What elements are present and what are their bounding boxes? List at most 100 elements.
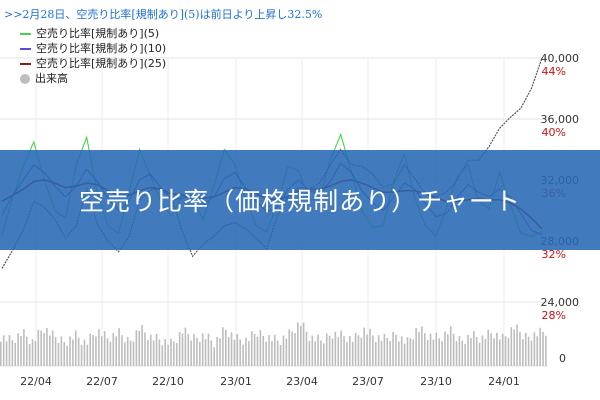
volume-bar (222, 327, 224, 366)
volume-bar (498, 339, 501, 366)
volume-bar (392, 331, 394, 366)
volume-bar (190, 340, 192, 366)
volume-bar (210, 340, 213, 366)
volume-bar (432, 339, 435, 366)
volume-bar (337, 337, 340, 366)
volume-bar (317, 334, 319, 366)
volume-bar (63, 342, 66, 366)
volume-bar (106, 338, 109, 366)
volume-bar (403, 343, 406, 366)
volume-bar (501, 333, 504, 366)
volume-bar (363, 327, 366, 366)
volume-bar (354, 332, 357, 366)
volume-bar (279, 344, 282, 366)
legend-item-ma5: 空売り比率[規制あり](5) (20, 26, 166, 41)
volume-bar (92, 335, 94, 366)
volume-bar (496, 332, 498, 366)
price-tick-label: 40,000 (541, 52, 580, 65)
volume-bar (484, 338, 487, 366)
volume-bar (103, 331, 106, 366)
ratio-tick-label: 44% (542, 65, 566, 78)
volume-bar (265, 341, 267, 366)
volume-bar (201, 333, 204, 366)
x-tick-label: 23/04 (286, 375, 318, 388)
volume-bar (268, 335, 270, 366)
volume-bar (144, 332, 146, 366)
volume-bar (351, 341, 354, 366)
volume-bar (331, 338, 334, 366)
volume-bar (423, 333, 426, 366)
volume-bar (66, 345, 68, 366)
volume-bar (467, 334, 469, 366)
volume-bar (20, 336, 22, 366)
volume-bar (325, 333, 328, 366)
volume-bar (320, 340, 322, 366)
volume-bar (83, 339, 86, 366)
volume-bar (49, 335, 51, 366)
volume-bar (441, 341, 443, 366)
volume-bar (308, 340, 311, 366)
volume-bar (458, 335, 461, 366)
headline-link[interactable]: >>2月28日、空売り比率[規制あり](5)は前日より上昇し32.5% (4, 8, 323, 21)
volume-bar (216, 336, 218, 366)
volume-bar (262, 335, 265, 366)
volume-bar (167, 345, 169, 366)
volume-bar (193, 333, 195, 366)
legend-item-ma10: 空売り比率[規制あり](10) (20, 41, 166, 56)
volume-bar (334, 331, 337, 366)
volume-bar (60, 336, 63, 366)
volume-bar (14, 342, 17, 366)
volume-bar (271, 341, 273, 366)
volume-bar (282, 335, 285, 366)
volume-bar (311, 335, 314, 366)
volume-bar (507, 338, 510, 366)
volume-bar (256, 336, 259, 366)
volume-bar (302, 322, 305, 366)
volume-bar (435, 332, 438, 366)
x-tick-label: 22/04 (20, 375, 52, 388)
volume-bar (11, 340, 14, 366)
volume-bar (199, 341, 201, 366)
ratio-tick-label: 40% (542, 126, 566, 139)
volume-bar (504, 336, 507, 366)
volume-bar (155, 333, 158, 366)
volume-bar (395, 334, 397, 366)
volume-bar (187, 334, 190, 366)
volume-bar (478, 342, 481, 366)
volume-bar (227, 337, 230, 366)
volume-bar (383, 333, 386, 366)
volume-bar (274, 334, 276, 366)
x-tick-label: 23/10 (420, 375, 452, 388)
volume-bar (490, 333, 492, 366)
volume-bars (0, 322, 547, 366)
legend-label-ma5: 空売り比率[規制あり](5) (36, 27, 160, 40)
volume-bar (444, 331, 446, 366)
volume-bar (461, 340, 464, 366)
volume-bar (346, 342, 348, 366)
volume-bar (380, 340, 383, 366)
volume-bar (40, 330, 42, 366)
volume-bar (366, 334, 368, 366)
line-green-icon (20, 32, 31, 35)
volume-bar (161, 345, 164, 366)
volume-bar (524, 332, 527, 366)
volume-bar (31, 339, 34, 366)
volume-bar (372, 335, 374, 366)
legend-item-ma25: 空売り比率[規制あり](25) (20, 56, 166, 71)
volume-bar (389, 341, 391, 366)
volume-bar (259, 330, 262, 366)
volume-bar (452, 333, 455, 366)
volume-bar (132, 341, 135, 366)
volume-bar (449, 326, 452, 366)
price-tick-label: 36,000 (541, 113, 580, 126)
volume-bar (455, 341, 458, 366)
volume-bar (77, 337, 80, 366)
volume-bar (250, 331, 253, 366)
x-tick-label: 23/07 (352, 375, 384, 388)
volume-bar (542, 331, 544, 366)
volume-bar (147, 339, 149, 366)
volume-bar (51, 330, 54, 366)
volume-bar (25, 336, 28, 366)
volume-bar (72, 339, 74, 366)
volume-bar (398, 341, 400, 366)
